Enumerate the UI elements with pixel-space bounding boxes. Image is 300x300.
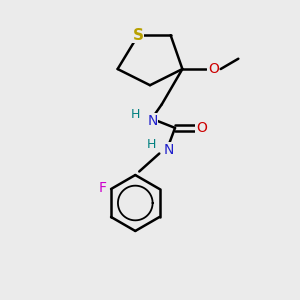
Text: S: S xyxy=(133,28,144,43)
Text: O: O xyxy=(208,62,219,76)
Text: N: N xyxy=(164,143,174,157)
Text: O: O xyxy=(196,121,207,135)
Text: H: H xyxy=(147,138,156,151)
Text: F: F xyxy=(98,181,106,194)
Text: H: H xyxy=(130,108,140,121)
Text: N: N xyxy=(147,114,158,128)
